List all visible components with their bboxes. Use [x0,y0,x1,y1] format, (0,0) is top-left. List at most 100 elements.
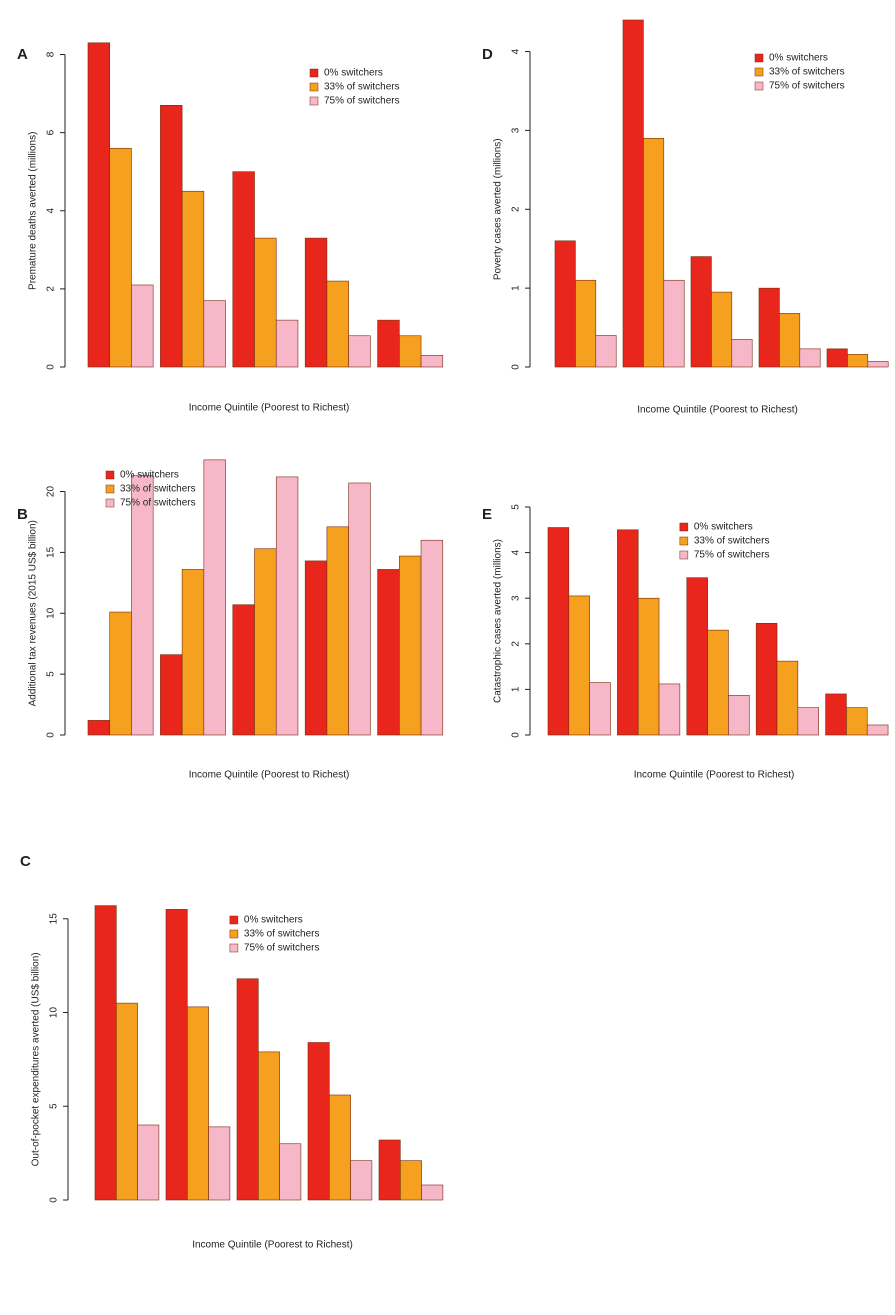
bar [690,256,712,368]
y-tick-label: 4 [511,48,522,54]
chart-panel: 0 5 10 15 Out-of-pocket expenditures averted… [20,853,444,1251]
legend-label: 0% switchers [120,470,179,481]
y-tick-label: 1 [511,686,522,692]
legend-swatch [229,943,239,953]
bar [728,695,750,736]
bar [707,629,729,736]
legend-label: 75% of switchers [324,96,400,107]
bar [595,335,617,368]
bar [275,476,299,736]
bar [87,42,111,368]
bar [109,611,132,736]
legend-label: 33% of switchers [120,484,196,495]
bar [731,339,753,368]
bar [181,190,205,368]
bar [637,597,660,736]
y-tick-label: 15 [49,913,60,925]
legend-swatch [309,68,319,78]
bar [658,683,681,736]
legend-label: 33% of switchers [769,67,845,78]
x-axis-label: Income Quintile (Poorest to Richest) [189,403,350,414]
bar [131,284,154,368]
panel-label: E [482,506,492,523]
bar [575,279,597,368]
legend-swatch [105,470,115,480]
bar [236,978,259,1201]
bar [131,475,154,736]
y-tick-label: 4 [46,208,57,214]
bar [622,19,644,368]
y-tick-label: 20 [46,486,57,498]
chart-panel: 0 5 10 15 20 Additional tax revenues (2015 US… [17,459,444,781]
y-tick-label: 2 [511,641,522,647]
y-tick-label: 0 [49,1197,60,1203]
bar [208,1126,231,1201]
y-axis-label: Premature deaths averted (millions) [28,132,39,290]
y-axis-label: Catastrophic cases averted (millions) [493,539,504,703]
legend-label: 75% of switchers [769,81,845,92]
legend-label: 75% of switchers [120,498,196,509]
panel-label: B [17,506,28,523]
bar [643,137,665,368]
bar [304,560,328,736]
legend-swatch [309,82,319,92]
bar [160,105,183,368]
y-tick-label: 0 [511,732,522,738]
bar [663,279,685,368]
bar [711,291,733,368]
bar [275,319,299,368]
y-tick-label: 10 [46,607,57,619]
bar [326,280,349,368]
bar [776,660,799,736]
legend-swatch [229,915,239,925]
x-axis-label: Income Quintile (Poorest to Richest) [634,770,795,781]
y-tick-label: 3 [511,595,522,601]
legend-swatch [679,536,689,546]
bar [420,354,444,368]
y-tick-label: 5 [49,1103,60,1109]
bar [350,1160,373,1201]
bar [203,459,226,736]
bar [847,354,869,368]
bar [867,361,889,368]
bar [547,527,570,736]
bar [109,147,132,368]
legend-label: 33% of switchers [244,929,320,940]
bar [94,905,117,1201]
bar [232,171,255,368]
bar [87,720,111,736]
y-axis-label: Out-of-pocket expenditures averted (US$ … [31,952,42,1166]
bar [866,724,889,736]
y-axis-label: Additional tax revenues (2015 US$ billio… [28,520,39,706]
legend-swatch [229,929,239,939]
bar [304,237,328,368]
chart-panel: 0 1 2 3 4 5 Catastrophic cases averted (millio… [482,504,889,781]
bar [825,693,847,736]
panel-label: D [482,46,493,63]
bar [257,1051,280,1201]
bar [378,1139,401,1201]
bar [307,1042,330,1201]
legend-swatch [754,53,764,63]
bar [826,348,848,368]
x-axis-label: Income Quintile (Poorest to Richest) [637,405,798,416]
y-tick-label: 2 [511,206,522,212]
bar [554,240,576,368]
bar [421,1184,444,1201]
bar [348,335,371,368]
y-tick-label: 0 [46,364,57,370]
legend-swatch [105,484,115,494]
legend-label: 0% switchers [694,522,753,533]
chart-panel: 0 2 4 6 8 Premature deaths averted (millions)… [17,42,444,414]
legend-label: 0% switchers [324,68,383,79]
legend-swatch [754,67,764,77]
x-axis-label: Income Quintile (Poorest to Richest) [192,1240,353,1251]
legend-label: 75% of switchers [244,943,320,954]
bar [203,300,226,368]
legend-swatch [754,81,764,91]
legend-label: 0% switchers [769,53,828,64]
bar [846,707,868,736]
bar [377,569,400,736]
bar [279,1143,302,1201]
